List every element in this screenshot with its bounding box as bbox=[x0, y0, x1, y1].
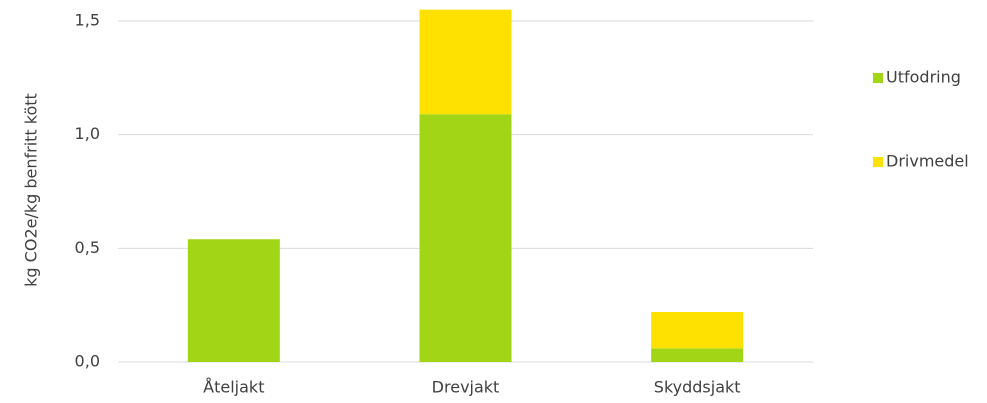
legend-swatch bbox=[873, 73, 883, 83]
legend-label: Drivmedel bbox=[886, 152, 969, 171]
x-tick-label: Skyddsjakt bbox=[654, 378, 741, 397]
x-tick-label: Drevjakt bbox=[432, 378, 500, 397]
x-tick-label: Åteljakt bbox=[203, 378, 264, 397]
legend-swatch bbox=[873, 157, 883, 167]
y-tick-label: 0,0 bbox=[75, 352, 100, 371]
y-tick-label: 1,5 bbox=[75, 11, 100, 30]
bar-segment bbox=[419, 9, 512, 115]
bar-segment bbox=[187, 239, 280, 362]
y-tick-label: 1,0 bbox=[75, 124, 100, 143]
legend-label: Utfodring bbox=[886, 68, 961, 87]
bar-segment bbox=[651, 311, 744, 349]
y-tick-label: 0,5 bbox=[75, 238, 100, 257]
bar-segment bbox=[419, 114, 512, 362]
y-axis-label: kg CO2e/kg benfritt kött bbox=[22, 93, 41, 287]
bar-segment bbox=[651, 348, 744, 362]
